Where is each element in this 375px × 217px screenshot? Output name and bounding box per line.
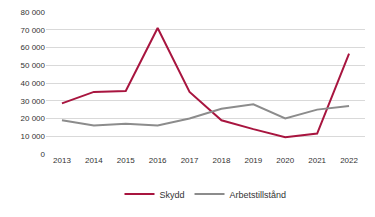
svg-text:2014: 2014 xyxy=(85,156,103,165)
svg-text:2021: 2021 xyxy=(308,156,326,165)
svg-text:2017: 2017 xyxy=(181,156,199,165)
svg-text:30 000: 30 000 xyxy=(21,97,46,106)
svg-text:2013: 2013 xyxy=(53,156,71,165)
svg-text:2020: 2020 xyxy=(276,156,294,165)
svg-text:80 000: 80 000 xyxy=(21,8,46,17)
svg-text:2015: 2015 xyxy=(117,156,135,165)
svg-text:50 000: 50 000 xyxy=(21,61,46,70)
svg-text:10 000: 10 000 xyxy=(21,132,46,141)
svg-text:Skydd: Skydd xyxy=(160,190,185,200)
svg-text:2022: 2022 xyxy=(340,156,358,165)
svg-text:20 000: 20 000 xyxy=(21,114,46,123)
svg-text:2016: 2016 xyxy=(149,156,167,165)
svg-text:0: 0 xyxy=(41,150,46,159)
svg-text:70 000: 70 000 xyxy=(21,26,46,35)
svg-text:60 000: 60 000 xyxy=(21,43,46,52)
svg-text:2019: 2019 xyxy=(244,156,262,165)
svg-text:Arbetstillstånd: Arbetstillstånd xyxy=(230,190,287,200)
svg-text:2018: 2018 xyxy=(213,156,231,165)
svg-text:40 000: 40 000 xyxy=(21,79,46,88)
